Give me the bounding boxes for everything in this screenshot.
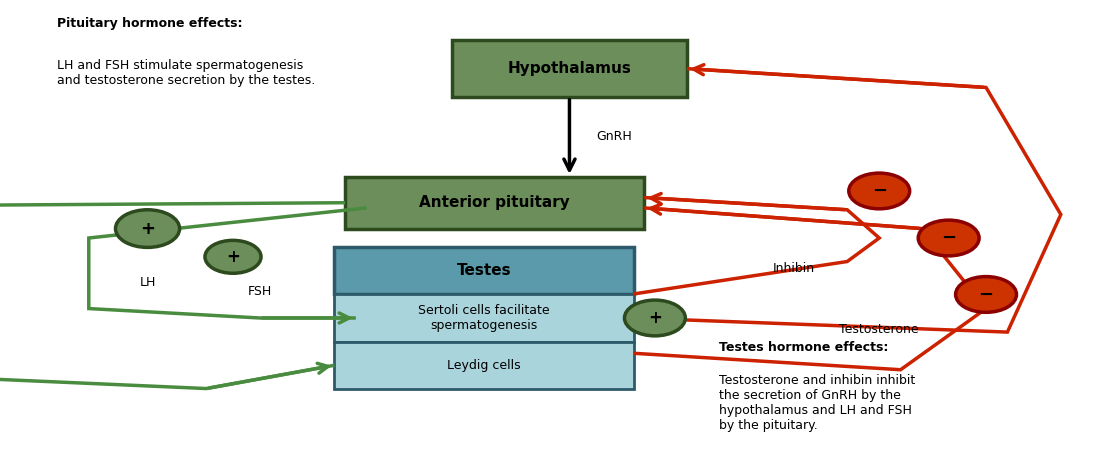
Text: Testes hormone effects:: Testes hormone effects: [719, 341, 888, 355]
Ellipse shape [918, 220, 980, 256]
Ellipse shape [849, 173, 909, 209]
Text: GnRH: GnRH [596, 130, 632, 143]
Text: −: − [871, 182, 887, 200]
Text: Pituitary hormone effects:: Pituitary hormone effects: [57, 17, 242, 30]
Text: Testes: Testes [457, 263, 512, 278]
Text: Sertoli cells facilitate
spermatogenesis: Sertoli cells facilitate spermatogenesis [418, 304, 550, 332]
Text: Anterior pituitary: Anterior pituitary [419, 195, 570, 210]
Text: Inhibin: Inhibin [773, 261, 814, 275]
Text: −: − [978, 286, 994, 304]
Text: Hypothalamus: Hypothalamus [507, 61, 631, 76]
FancyBboxPatch shape [334, 294, 633, 342]
Text: Leydig cells: Leydig cells [447, 359, 521, 372]
Text: +: + [648, 309, 662, 327]
Text: Testosterone: Testosterone [839, 323, 919, 336]
FancyBboxPatch shape [452, 40, 687, 97]
Text: LH: LH [140, 276, 155, 288]
Text: −: − [942, 229, 956, 247]
Ellipse shape [204, 240, 261, 273]
Ellipse shape [115, 210, 180, 248]
Text: FSH: FSH [248, 285, 271, 298]
Ellipse shape [956, 277, 1016, 312]
Text: +: + [140, 219, 155, 238]
FancyBboxPatch shape [345, 177, 645, 228]
Text: LH and FSH stimulate spermatogenesis
and testosterone secretion by the testes.: LH and FSH stimulate spermatogenesis and… [57, 59, 315, 87]
Text: +: + [226, 248, 240, 266]
FancyBboxPatch shape [334, 342, 633, 388]
FancyBboxPatch shape [334, 248, 633, 294]
Ellipse shape [624, 300, 686, 336]
Text: Testosterone and inhibin inhibit
the secretion of GnRH by the
hypothalamus and L: Testosterone and inhibin inhibit the sec… [719, 375, 915, 432]
